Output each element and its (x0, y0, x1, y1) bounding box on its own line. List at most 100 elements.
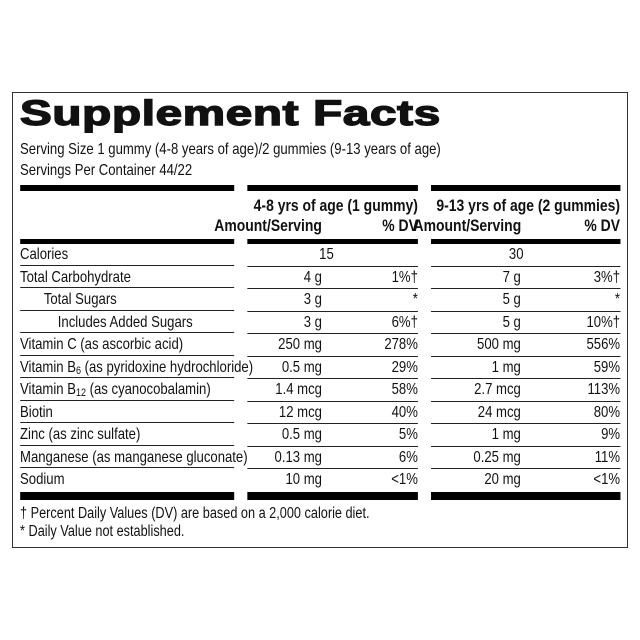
group1-dv: 29% (391, 358, 418, 376)
nutrient-name: Manganese (as manganese gluconate) (20, 448, 248, 466)
group2-dv-header: % DV (584, 216, 621, 235)
nutrient-row: Total Carbohydrate 4 g 1%† 7 g 3%† (12, 267, 628, 289)
nutrient-name: Total Sugars (43, 291, 117, 308)
thick-divider (247, 239, 418, 244)
group1-dv: <1% (391, 471, 418, 488)
group2-cell: 5 g 10%† (431, 312, 621, 334)
group1-amount: 1.4 mcg (275, 381, 322, 398)
thick-divider (431, 239, 621, 244)
nutrient-subscript: 12 (75, 387, 86, 399)
group2-cell: 5 g * (431, 289, 621, 312)
group1-dv: 1%† (391, 268, 418, 286)
nutrient-name-cell: Calories (20, 244, 235, 266)
group1-cell: 15 (247, 244, 418, 267)
group2-amount: 2.7 mcg (474, 381, 521, 398)
nutrient-source: (as pyridoxine hydrochloride) (80, 358, 254, 376)
nutrient-name-cell: Total Carbohydrate (20, 267, 235, 288)
group2-dv: 80% (593, 403, 621, 421)
group2-amount-header: Amount/Serving (413, 216, 522, 235)
nutrient-name-cell: Zinc (as zinc sulfate) (20, 424, 235, 446)
nutrient-row: Sodium 10 mg <1% 20 mg <1% (12, 469, 628, 492)
nutrient-row: Zinc (as zinc sulfate) 0.5 mg 5% 1 mg 9% (12, 424, 628, 447)
group2-header: 9-13 yrs of age (2 gummies) (436, 196, 621, 215)
nutrient-row: Calories 15 30 (12, 244, 628, 267)
thick-divider (20, 239, 235, 244)
nutrient-name: Total Carbohydrate (20, 268, 131, 286)
group2-dv: 11% (594, 448, 621, 466)
group1-cell: 0.13 mg 6% (247, 447, 418, 469)
serving-size: Serving Size 1 gummy (4-8 years of age)/… (20, 141, 441, 158)
group1-cell: 12 mcg 40% (247, 402, 418, 424)
thick-divider (20, 185, 235, 191)
nutrient-name: Biotin (20, 403, 53, 421)
group2-cell: 1 mg 9% (431, 424, 621, 447)
nutrient-name-cell: Vitamin B6 (as pyridoxine hydrochloride) (20, 357, 253, 378)
nutrient-row: Biotin 12 mcg 40% 24 mcg 80% (12, 402, 628, 424)
group2-amount: 30 (508, 246, 524, 263)
nutrient-name-cell: Manganese (as manganese gluconate) (20, 447, 248, 468)
thick-divider (247, 492, 418, 500)
nutrient-source: (as cyanocobalamin) (85, 381, 211, 398)
group1-amount: 0.5 mg (281, 426, 322, 443)
group2-amount: 500 mg (477, 336, 521, 353)
group1-dv: 278% (384, 336, 418, 353)
footnote-dv: † Percent Daily Values (DV) are based on… (20, 505, 370, 522)
group1-amount: 12 mcg (278, 403, 322, 421)
nutrient-name: Includes Added Sugars (57, 313, 193, 331)
group1-cell: 0.5 mg 29% (247, 357, 418, 379)
group2-dv: 3%† (593, 268, 621, 286)
group2-dv: 113% (587, 381, 621, 398)
thick-divider (20, 492, 235, 500)
nutrient-name-cell: Vitamin B12 (as cyanocobalamin) (20, 379, 235, 401)
group2-cell: 20 mg <1% (431, 469, 620, 491)
group1-amount: 0.13 mg (274, 448, 322, 466)
group2-amount: 24 mcg (477, 403, 521, 421)
nutrient-row: Includes Added Sugars 3 g 6%† 5 g 10%† (12, 312, 628, 334)
group2-cell: 30 (431, 244, 621, 267)
group2-cell: 0.25 mg 11% (431, 447, 621, 469)
nutrient-name-cell: Biotin (20, 402, 235, 423)
group1-header: 4-8 yrs of age (1 gummy) (253, 196, 418, 215)
group2-amount: 5 g (502, 313, 521, 331)
group1-cell: 4 g 1%† (247, 267, 418, 289)
group1-amount-header: Amount/Serving (214, 216, 322, 235)
nutrient-row: Vitamin B12 (as cyanocobalamin) 1.4 mcg 58… (12, 379, 628, 402)
group1-dv: 58% (391, 381, 418, 398)
group1-amount: 15 (319, 246, 334, 263)
nutrient-subscript: 6 (75, 364, 81, 377)
nutrient-name-cell: Vitamin C (as ascorbic acid) (20, 334, 235, 356)
group2-dv: <1% (593, 471, 621, 488)
group2-dv: 59% (593, 358, 621, 376)
group1-cell: 10 mg <1% (247, 469, 418, 491)
group1-cell: 250 mg 278% (247, 334, 418, 357)
group2-amount: 0.25 mg (473, 448, 521, 466)
group2-amount: 7 g (502, 268, 521, 286)
nutrient-name-cell: Total Sugars (20, 289, 235, 311)
nutrient-name: Vitamin B (20, 358, 76, 376)
group1-amount: 3 g (303, 291, 322, 308)
group2-dv: 9% (601, 426, 621, 443)
group1-cell: 3 g 6%† (247, 312, 418, 334)
group1-dv-header: % DV (382, 216, 418, 235)
group1-cell: 0.5 mg 5% (247, 424, 418, 447)
group1-cell: 3 g * (247, 289, 418, 312)
nutrient-name: Zinc (as zinc sulfate) (20, 426, 141, 443)
nutrient-name-cell: Includes Added Sugars (20, 312, 235, 333)
group2-cell: 1 mg 59% (431, 357, 621, 379)
group2-amount: 5 g (502, 291, 521, 308)
group1-dv: 6% (398, 448, 418, 466)
group2-dv: 10%† (586, 313, 621, 331)
group1-amount: 250 mg (278, 336, 322, 353)
servings-per-container: Servings Per Container 44/22 (20, 162, 193, 179)
panel-title: Supplement Facts (19, 93, 441, 133)
nutrient-row: Total Sugars 3 g * 5 g * (12, 289, 628, 312)
group2-cell: 2.7 mcg 113% (431, 379, 621, 402)
nutrient-row: Manganese (as manganese gluconate) 0.13 m… (12, 447, 628, 469)
group2-amount: 1 mg (491, 358, 521, 376)
group1-cell: 1.4 mcg 58% (247, 379, 418, 402)
group1-dv: 5% (398, 426, 418, 443)
group1-amount: 4 g (303, 268, 322, 286)
group1-dv: 6%† (391, 313, 418, 331)
group2-amount: 20 mg (484, 471, 521, 488)
group2-cell: 24 mcg 80% (431, 402, 621, 424)
